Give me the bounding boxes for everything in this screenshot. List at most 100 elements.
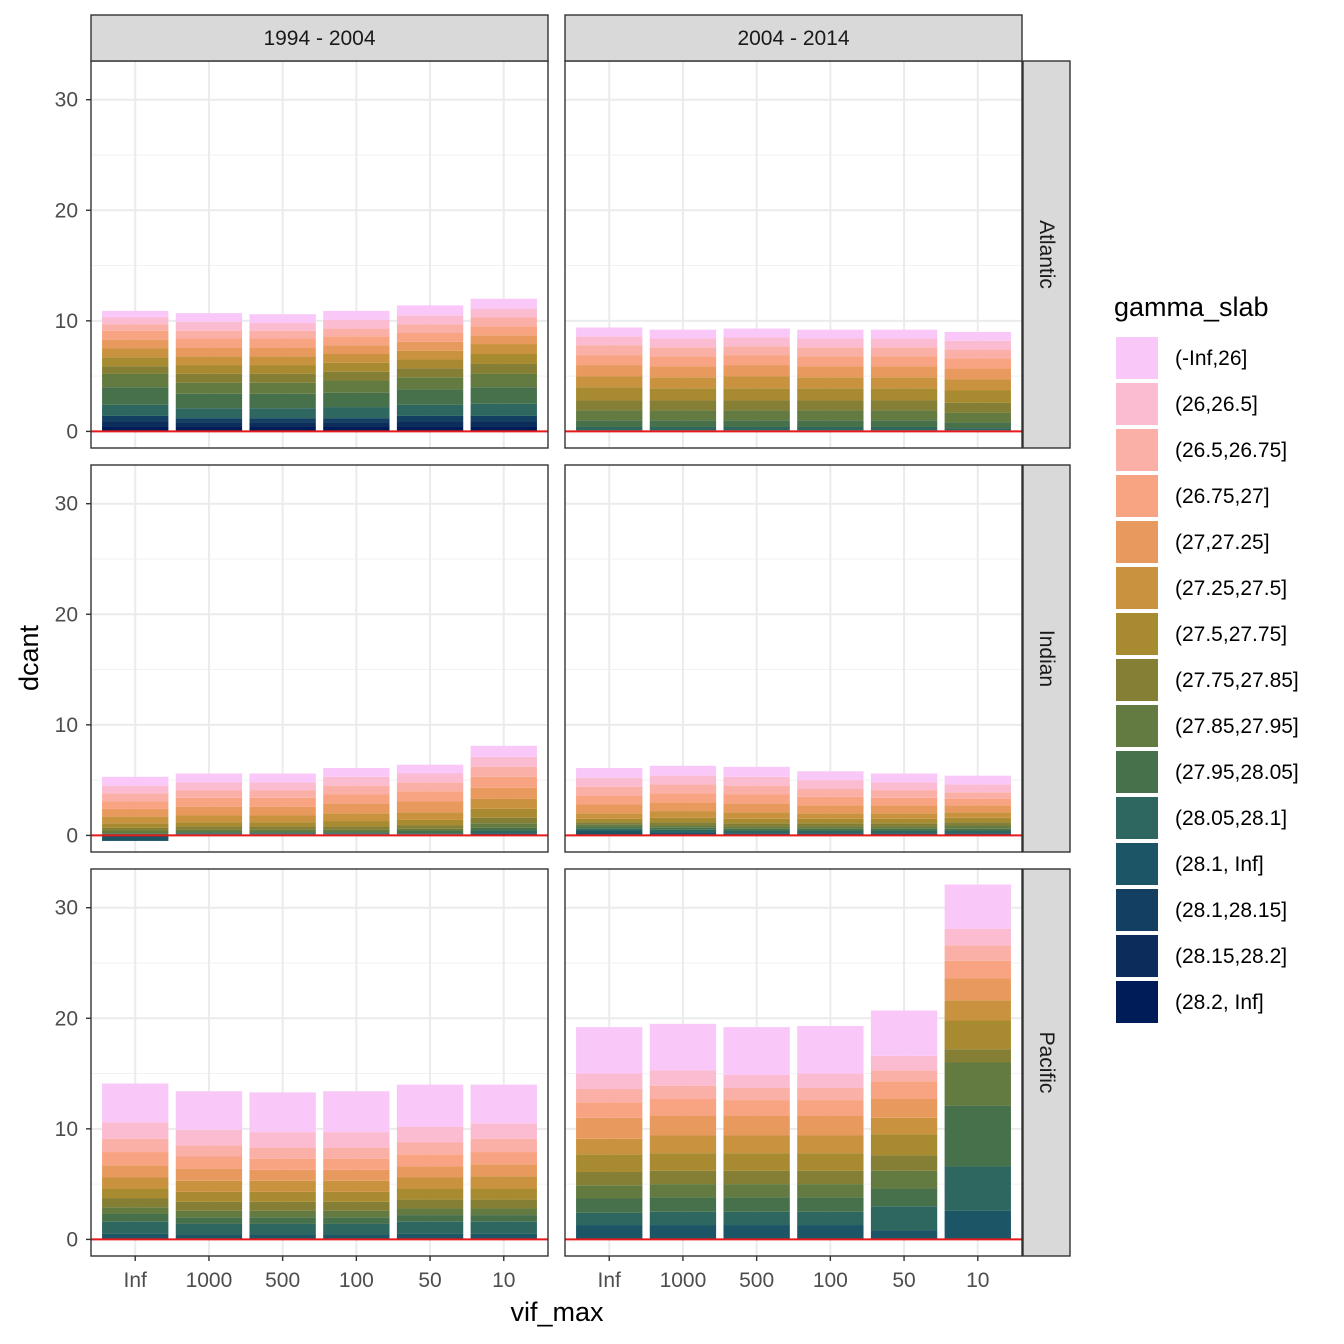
bar-segment [870,782,938,791]
bar-segment [797,823,864,827]
bar-segment [396,324,464,334]
bar-segment [175,382,243,394]
bar-segment [870,1010,938,1056]
bar-segment [797,826,864,829]
bar-segment [102,330,169,340]
bar-segment [470,1138,537,1153]
legend-item: (26,26.5] [1116,383,1258,425]
bar-segment [249,797,316,807]
bar-segment [944,349,1011,359]
bar-segment [576,813,643,819]
bar-segment [870,377,938,389]
bar-segment [396,764,464,774]
x-tick-label: Inf [598,1269,622,1292]
y-tick-label: 10 [55,310,78,333]
bar-segment [576,828,643,831]
y-tick-label: 0 [66,420,78,443]
bar-segment [944,1049,1011,1063]
bar-stack-100 [323,767,390,836]
bar-segment [723,388,790,401]
bar-segment [102,415,169,422]
x-tick-label: 100 [339,1269,374,1292]
legend-item: (28.1,28.15] [1116,889,1287,931]
bar-segment [944,1062,1011,1106]
bar-segment [249,338,316,348]
y-tick-label: 30 [55,897,78,920]
bar-segment [396,341,464,351]
bar-segment [470,1176,537,1189]
bar-segment [249,347,316,357]
bar-segment [649,1023,717,1071]
bar-segment [175,356,243,366]
bar-segment [649,765,717,776]
x-tick-label: 1000 [660,1269,707,1292]
bar-segment [396,1221,464,1234]
bar-segment [249,806,316,816]
legend-key [1116,797,1158,839]
bar-segment [249,1169,316,1181]
bar-segment [649,356,717,367]
bar-segment [102,339,169,349]
bar-segment [102,1177,169,1189]
bar-segment [175,822,243,827]
bar-segment [723,1211,790,1226]
bar-segment [797,830,864,834]
bar-segment [576,1198,643,1213]
bar-segment [249,323,316,331]
bar-segment [797,1087,864,1101]
bar-segment [944,1210,1011,1240]
bar-segment [249,426,316,432]
bar-segment [396,791,464,802]
bar-segment [396,350,464,360]
bar-segment [470,373,537,388]
bar-segment [944,833,1011,836]
bar-segment [576,824,643,827]
bar-segment [323,1180,390,1192]
legend-item: (27.75,27.85] [1116,659,1299,701]
y-tick-label: 0 [66,1228,78,1251]
bar-segment [944,402,1011,413]
bar-segment [870,1188,938,1207]
bar-segment [102,387,169,405]
bar-segment [944,978,1011,1001]
bar-segment [944,428,1011,431]
bar-segment [870,828,938,831]
panel-border [90,868,549,1257]
bar-segment [323,1091,390,1133]
facet-strip-label: Atlantic [1035,220,1058,289]
bar-segment [249,418,316,423]
bar-segment [175,347,243,357]
bar-segment [797,388,864,401]
bar-segment [797,1100,864,1116]
facet-strip-top [90,14,549,62]
bar-segment [576,1171,643,1186]
bar-segment [723,376,790,389]
bar-segment [870,1155,938,1171]
bar-segment [723,794,790,804]
bar-segment [797,805,864,814]
bar-segment [649,1184,717,1198]
bar-segment [944,792,1011,799]
bar-stack-100 [323,310,390,432]
legend-item: (27.95,28.05] [1116,751,1299,793]
bar-segment [576,376,643,388]
bar-segment [396,773,464,783]
bar-segment [249,1158,316,1170]
bar-segment [723,833,790,836]
bar-segment [870,830,938,834]
bar-segment [175,330,243,339]
bar-stack-1000 [649,1023,717,1240]
bar-stack-500 [723,1027,790,1240]
bar-segment [649,1098,717,1116]
bar-segment [102,830,169,834]
bar-segment [797,833,864,836]
bar-segment [470,326,537,336]
bar-segment [723,420,790,427]
bar-segment [723,1100,790,1116]
bar-segment [944,340,1011,350]
bar-segment [249,393,316,409]
legend-key [1116,705,1158,747]
legend-item: (26.5,26.75] [1116,429,1287,471]
bar-segment [249,365,316,374]
legend-label: (-Inf,26] [1175,347,1247,370]
